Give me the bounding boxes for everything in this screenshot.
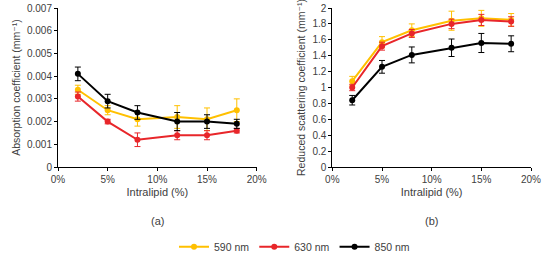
svg-text:0.007: 0.007 bbox=[27, 3, 52, 14]
svg-text:Intralipid (%): Intralipid (%) bbox=[401, 186, 463, 198]
svg-text:0.4: 0.4 bbox=[312, 130, 326, 141]
svg-text:20%: 20% bbox=[247, 174, 267, 185]
svg-text:1: 1 bbox=[321, 82, 327, 93]
svg-text:0.6: 0.6 bbox=[312, 114, 326, 125]
svg-text:0.2: 0.2 bbox=[312, 146, 326, 157]
svg-text:Intralipid (%): Intralipid (%) bbox=[126, 186, 188, 198]
svg-text:0.003: 0.003 bbox=[27, 93, 52, 104]
svg-text:15%: 15% bbox=[197, 174, 217, 185]
svg-text:0: 0 bbox=[46, 162, 52, 173]
svg-text:1.8: 1.8 bbox=[312, 18, 326, 29]
svg-text:0.8: 0.8 bbox=[312, 98, 326, 109]
svg-text:0: 0 bbox=[321, 162, 327, 173]
svg-text:1.6: 1.6 bbox=[312, 34, 326, 45]
svg-text:Absorption coefficient (mm⁻¹): Absorption coefficient (mm⁻¹) bbox=[10, 19, 22, 156]
svg-text:1.4: 1.4 bbox=[312, 50, 326, 61]
svg-text:0.006: 0.006 bbox=[27, 25, 52, 36]
svg-text:850 nm: 850 nm bbox=[375, 241, 410, 253]
svg-text:1.2: 1.2 bbox=[312, 66, 326, 77]
svg-text:Reduced scattering coefficient: Reduced scattering coefficient (mm⁻¹) bbox=[295, 0, 307, 176]
svg-text:0.005: 0.005 bbox=[27, 48, 52, 59]
svg-text:5%: 5% bbox=[375, 174, 390, 185]
svg-text:10%: 10% bbox=[147, 174, 167, 185]
svg-text:(a): (a) bbox=[151, 215, 164, 227]
svg-text:0.004: 0.004 bbox=[27, 71, 52, 82]
svg-text:10%: 10% bbox=[422, 174, 442, 185]
svg-text:590 nm: 590 nm bbox=[214, 241, 249, 253]
svg-text:2: 2 bbox=[321, 3, 327, 14]
svg-text:5%: 5% bbox=[100, 174, 115, 185]
svg-text:0.001: 0.001 bbox=[27, 139, 52, 150]
svg-text:(b): (b) bbox=[425, 215, 438, 227]
svg-text:0%: 0% bbox=[325, 174, 340, 185]
svg-text:20%: 20% bbox=[521, 174, 541, 185]
svg-text:0.002: 0.002 bbox=[27, 116, 52, 127]
svg-text:15%: 15% bbox=[471, 174, 491, 185]
svg-text:630 nm: 630 nm bbox=[294, 241, 329, 253]
svg-text:0%: 0% bbox=[51, 174, 66, 185]
